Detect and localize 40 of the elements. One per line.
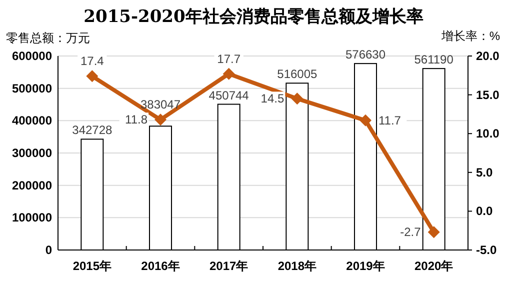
chart-title: 2015-2020年社会消费品零售总额及增长率: [84, 7, 424, 27]
x-tick-label: 2017年: [209, 259, 248, 273]
y-tick-label: 200000: [12, 178, 52, 192]
y2-tick-label: -5.0: [476, 243, 498, 257]
x-tick-label: 2019年: [346, 259, 385, 273]
y2-tick-label: 10.0: [476, 126, 500, 141]
data-label: 561190: [414, 52, 454, 67]
y-tick-label: 400000: [12, 114, 52, 128]
y-axis-title: 零售总额：万元: [6, 31, 90, 45]
point: [222, 68, 235, 80]
y2-tick-label: 15.0: [476, 88, 500, 102]
data-label: 14.5: [260, 92, 284, 106]
point: [86, 70, 98, 82]
data-label: 17.4: [80, 54, 104, 68]
y-tick-label: 100000: [12, 210, 52, 225]
x-tick-label: 2016年: [141, 259, 180, 273]
point: [154, 114, 166, 126]
point: [360, 114, 372, 126]
data-label: 11.7: [378, 113, 402, 128]
x-tick-label: 2020年: [414, 259, 454, 273]
data-label: 383047: [140, 98, 181, 112]
data-label: 516005: [277, 67, 318, 82]
y-tick-label: 300000: [12, 146, 52, 160]
data-label: 342728: [72, 123, 113, 138]
y-tick-label: 500000: [12, 81, 52, 96]
data-label: -2.7: [400, 225, 422, 240]
x-tick-label: 2015年: [72, 259, 112, 273]
data-label: 450744: [208, 88, 250, 102]
data-label: 11.8: [125, 112, 148, 127]
y-tick-label: 600000: [12, 49, 52, 63]
point: [428, 226, 440, 238]
y-tick-label: 0: [45, 243, 52, 257]
y2-axis-title: 增长率：%: [440, 29, 500, 43]
y2-tick-label: 20.0: [476, 49, 500, 63]
y2-tick-label: 5.0: [476, 165, 494, 180]
point: [291, 92, 304, 105]
data-label: 17.7: [217, 52, 241, 66]
data-label: 576630: [345, 48, 386, 62]
x-tick-label: 2018年: [278, 259, 317, 273]
y2-tick-label: 0.0: [476, 204, 494, 218]
